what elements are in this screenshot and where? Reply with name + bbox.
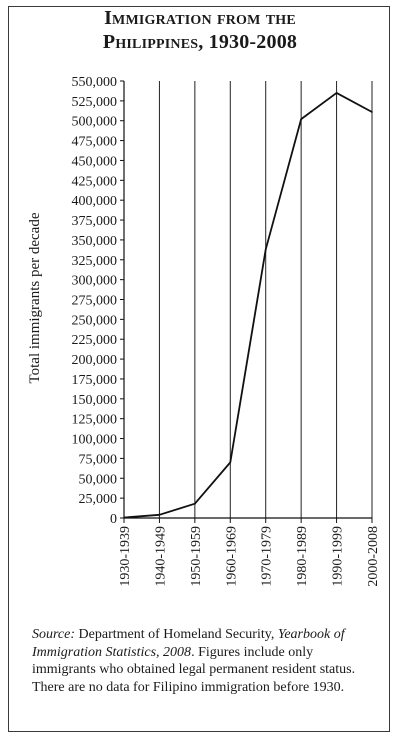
data-point	[123, 516, 125, 519]
x-axis-ticks: 1930-1939 1940-1949 1950-1959 1960-1969 1970…	[118, 518, 381, 587]
chart-title-line1: Immigration from the	[104, 7, 296, 29]
x-tick-label: 1960-1969	[224, 526, 239, 587]
x-tick-label: 1950-1959	[189, 526, 204, 587]
data-point	[158, 514, 161, 516]
x-tick-label: 1940-1949	[153, 526, 168, 587]
data-point	[194, 502, 196, 505]
data-series	[123, 92, 373, 519]
y-tick-label: 400,000	[72, 194, 118, 209]
y-tick-label: 250,000	[72, 313, 118, 328]
data-point	[300, 118, 302, 120]
y-tick-label: 325,000	[72, 254, 118, 269]
x-tick-label: 2000-2008	[366, 526, 381, 587]
source-label: Source:	[32, 627, 76, 642]
y-tick-label: 475,000	[72, 135, 118, 150]
x-tick-label: 1980-1989	[295, 526, 310, 587]
source-notes: . Figures include only immigrants who ob…	[32, 644, 356, 695]
y-tick-label: 550,000	[72, 75, 118, 90]
grid-lines	[158, 81, 373, 518]
y-tick-label: 150,000	[72, 393, 118, 408]
source-org: Department of Homeland Security,	[75, 627, 278, 642]
y-tick-label: 125,000	[72, 413, 118, 428]
x-tick-label: 1990-1999	[331, 526, 346, 587]
data-point	[371, 111, 373, 113]
x-tick-label: 1970-1979	[260, 526, 275, 587]
source-caption: Source: Department of Homeland Security,…	[32, 626, 377, 696]
y-tick-label: 450,000	[72, 154, 118, 169]
y-axis-label: Total immigrants per decade	[27, 212, 43, 383]
y-tick-label: 300,000	[72, 274, 118, 289]
y-tick-label: 425,000	[72, 174, 118, 189]
y-tick-label: 500,000	[72, 115, 118, 130]
y-tick-label: 275,000	[72, 294, 118, 309]
axes	[123, 81, 372, 519]
data-point	[264, 248, 267, 251]
x-tick-label: 1930-1939	[118, 526, 133, 587]
y-tick-label: 50,000	[79, 472, 118, 487]
y-tick-label: 350,000	[72, 234, 118, 249]
line-chart: 0 25,000 50,000 75,000 100,000 125,000 150,000…	[27, 75, 381, 587]
y-tick-label: 25,000	[79, 492, 118, 507]
y-tick-label: 375,000	[72, 214, 118, 229]
y-tick-label: 200,000	[72, 353, 118, 368]
y-tick-label: 0	[110, 512, 117, 527]
chart-title: Immigration from the Philippines, 1930-2…	[0, 6, 400, 54]
data-point	[229, 461, 232, 464]
y-tick-label: 75,000	[79, 452, 118, 467]
y-tick-label: 525,000	[72, 95, 118, 110]
y-tick-label: 225,000	[72, 333, 118, 348]
y-tick-label: 100,000	[72, 433, 118, 448]
y-axis-ticks: 0 25,000 50,000 75,000 100,000 125,000 150,000…	[72, 75, 124, 527]
chart-title-line2: Philippines, 1930-2008	[102, 31, 298, 53]
figure-frame	[8, 6, 390, 732]
series-line	[123, 92, 373, 519]
data-point	[335, 92, 338, 94]
y-tick-label: 175,000	[72, 373, 118, 388]
source-work: Yearbook of Immigration Statistics, 2008	[32, 627, 345, 660]
